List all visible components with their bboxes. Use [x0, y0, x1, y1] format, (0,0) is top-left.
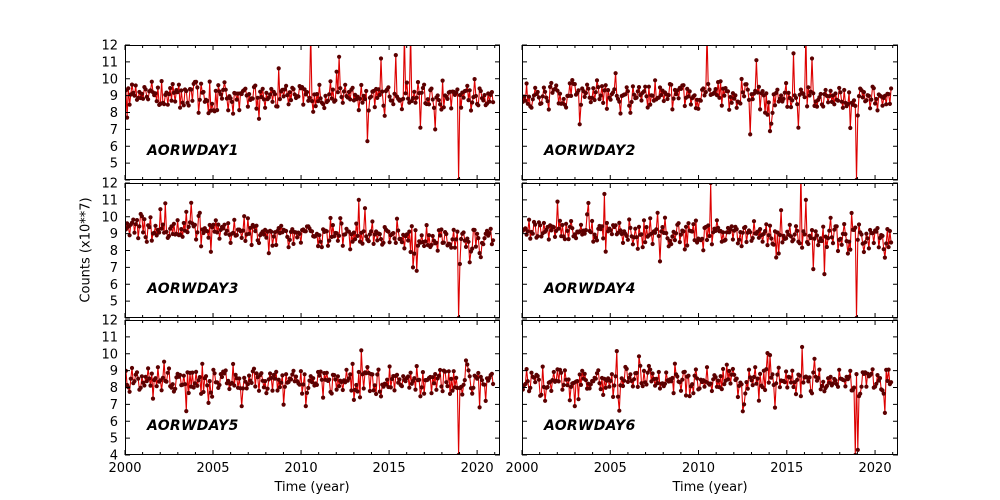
series — [522, 344, 894, 455]
series — [522, 45, 894, 180]
series-markers — [125, 53, 496, 180]
axis-ticks — [124, 182, 500, 319]
y-tick-label: 8 — [110, 381, 118, 396]
y-tick-label: 7 — [110, 398, 118, 413]
tick-labels: 2000 2005 2010 2015 2020 — [505, 461, 891, 476]
series-line — [125, 349, 494, 455]
axis-ticks — [521, 44, 898, 181]
y-tick-label: 8 — [110, 244, 118, 259]
series-markers — [522, 344, 894, 455]
y-tick-label: 9 — [110, 89, 118, 104]
x-tick-label: 2010 — [285, 461, 318, 476]
axis-ticks — [521, 319, 898, 456]
x-tick-label: 2015 — [770, 461, 803, 476]
panel-aorwday6: 2000 2005 2010 2015 2020 — [505, 319, 898, 476]
y-tick-label: 9 — [110, 364, 118, 379]
x-tick-label: 2010 — [682, 461, 715, 476]
x-tick-label: 2020 — [461, 461, 494, 476]
x-axis-label-left: Time (year) — [274, 480, 350, 495]
series-markers — [125, 348, 496, 455]
y-tick-label: 5 — [110, 295, 118, 310]
x-tick-label: 2015 — [373, 461, 406, 476]
series — [125, 45, 496, 180]
panel-label-aorwday1: AORWDAY1 — [147, 143, 239, 159]
y-tick-label: 7 — [110, 123, 118, 138]
series-line — [125, 199, 494, 318]
panel-label-aorwday4: AORWDAY4 — [544, 281, 636, 297]
series-markers — [522, 183, 894, 318]
y-tick-label: 6 — [110, 415, 118, 430]
series — [125, 348, 496, 455]
y-tick-label: 6 — [110, 140, 118, 155]
y-tick-label: 5 — [110, 432, 118, 447]
panel-label-aorwday3: AORWDAY3 — [147, 281, 239, 297]
y-tick-label: 5 — [110, 157, 118, 172]
y-tick-label: 10 — [101, 347, 118, 362]
panel-aorwday4 — [521, 182, 898, 319]
y-tick-label: 12 — [101, 39, 118, 54]
axes-frame — [125, 320, 500, 455]
y-tick-label: 9 — [110, 227, 118, 242]
x-axis-label-right: Time (year) — [672, 480, 748, 495]
y-tick-label: 4 — [110, 449, 118, 464]
y-axis-label: Counts (x10**7) — [78, 197, 94, 303]
series — [125, 197, 496, 318]
panel-aorwday2 — [521, 44, 898, 181]
x-tick-label: 2020 — [859, 461, 892, 476]
series — [522, 183, 894, 318]
x-tick-label: 2000 — [505, 461, 538, 476]
y-tick-label: 11 — [101, 55, 118, 70]
y-tick-label: 10 — [101, 210, 118, 225]
axis-ticks — [124, 44, 500, 181]
axis-ticks — [124, 319, 500, 456]
y-tick-label: 10 — [101, 72, 118, 87]
y-tick-label: 11 — [101, 193, 118, 208]
x-tick-label: 2005 — [594, 461, 627, 476]
series-markers — [522, 51, 894, 180]
y-tick-label: 8 — [110, 106, 118, 121]
y-tick-label: 7 — [110, 261, 118, 276]
panel-label-aorwday5: AORWDAY5 — [147, 418, 239, 434]
panel-label-aorwday6: AORWDAY6 — [544, 418, 636, 434]
y-tick-label: 6 — [110, 278, 118, 293]
series-markers — [125, 197, 496, 318]
y-tick-label: 11 — [101, 330, 118, 345]
panel-label-aorwday2: AORWDAY2 — [544, 143, 636, 159]
y-tick-label: 12 — [101, 177, 118, 192]
y-tick-label: 12 — [101, 314, 118, 329]
axes-frame — [125, 183, 500, 318]
axis-ticks — [521, 182, 898, 319]
x-tick-label: 2005 — [196, 461, 229, 476]
x-tick-label: 2000 — [108, 461, 141, 476]
